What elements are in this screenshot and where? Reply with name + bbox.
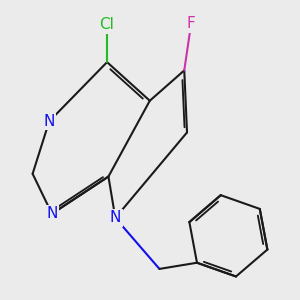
Text: Cl: Cl — [100, 17, 115, 32]
Text: N: N — [46, 206, 58, 221]
Text: F: F — [187, 16, 196, 31]
Text: N: N — [110, 210, 121, 225]
Text: N: N — [44, 114, 55, 129]
